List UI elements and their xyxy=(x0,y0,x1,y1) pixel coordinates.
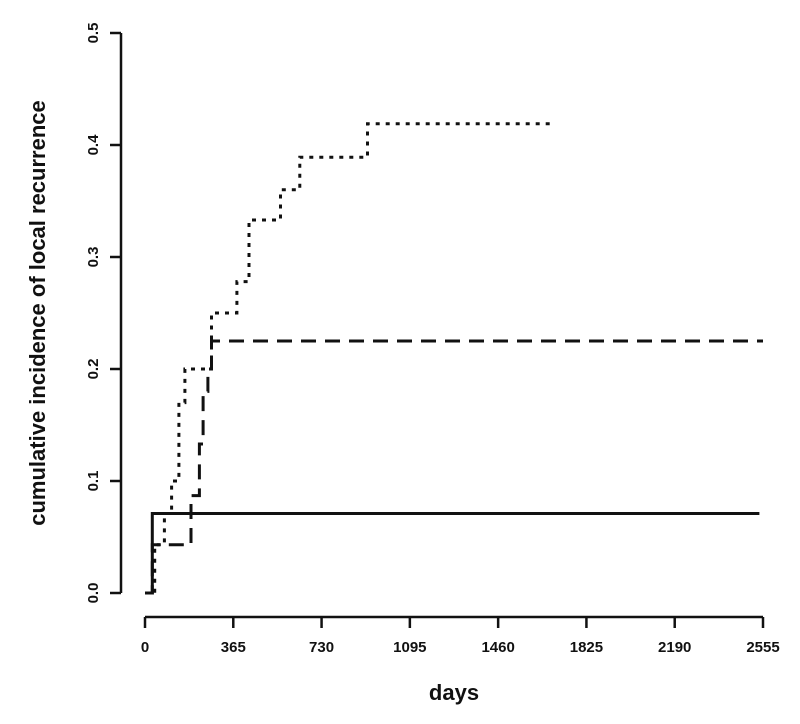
x-tick-label: 1095 xyxy=(393,639,426,656)
y-axis-title: cumulative incidence of local recurrence xyxy=(25,100,50,526)
series-line-solid xyxy=(145,512,760,595)
x-tick-label: 1460 xyxy=(481,639,514,656)
x-tick-label: 2190 xyxy=(658,639,691,656)
y-tick-label: 0.3 xyxy=(85,247,102,268)
y-axis: 0.0 0.1 0.2 0.3 0.4 0.5 xyxy=(85,23,123,604)
y-tick-label: 0.5 xyxy=(85,23,102,44)
x-tick-label: 365 xyxy=(221,639,246,656)
y-tick-label: 0.1 xyxy=(85,471,102,492)
plot-area xyxy=(145,122,763,595)
series-line-dotted xyxy=(145,122,552,595)
x-tick-label: 1825 xyxy=(570,639,603,656)
y-tick-label: 0.0 xyxy=(85,583,102,604)
x-tick-label: 730 xyxy=(309,639,334,656)
x-axis: 0 365 730 1095 1460 1825 2190 2555 xyxy=(141,615,780,656)
x-ticks: 0 365 730 1095 1460 1825 2190 2555 xyxy=(141,617,780,656)
x-tick-label: 2555 xyxy=(746,639,779,656)
x-tick-label: 0 xyxy=(141,639,149,656)
y-tick-label: 0.2 xyxy=(85,359,102,380)
x-axis-title: days xyxy=(429,680,479,705)
y-ticks: 0.0 0.1 0.2 0.3 0.4 0.5 xyxy=(85,23,121,604)
y-tick-label: 0.4 xyxy=(85,134,102,156)
series-line-dashed xyxy=(145,339,763,595)
